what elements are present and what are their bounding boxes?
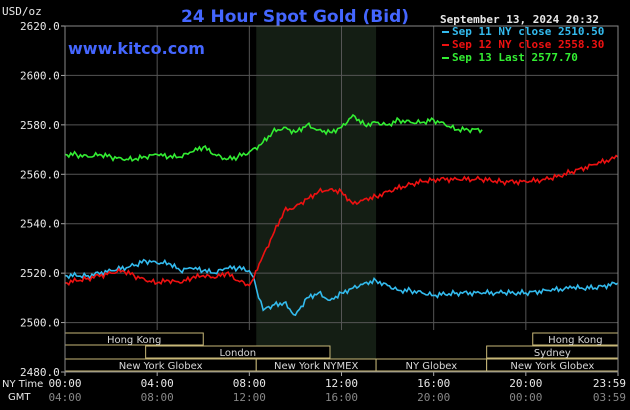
session-label: Sydney xyxy=(534,348,571,359)
unit-label: USD/oz xyxy=(2,5,42,18)
y-tick-label: 2600.0 xyxy=(20,69,60,82)
grid-lines xyxy=(65,26,618,330)
legend-entry: Sep 11 NY close 2510.50 xyxy=(452,25,604,38)
y-tick-label: 2540.0 xyxy=(20,218,60,231)
legend-entry: Sep 13 Last 2577.70 xyxy=(452,51,578,64)
series-line xyxy=(64,154,619,287)
y-tick-label: 2560.0 xyxy=(20,168,60,181)
session-label: Hong Kong xyxy=(107,335,161,346)
timestamp: September 13, 2024 20:32 xyxy=(440,13,599,26)
market-sessions: Hong Kong Hong Kong London Sydney New York G… xyxy=(64,332,619,372)
x-tick-label-gmt: 12:00 xyxy=(233,391,266,404)
nymex-session-highlight xyxy=(256,26,377,372)
session-label: New York Globex xyxy=(119,361,203,372)
x-tick-label-gmt: 04:00 xyxy=(48,391,81,404)
session-label: New York NYMEX xyxy=(274,361,359,372)
y-tick-label: 2520.0 xyxy=(20,267,60,280)
x-tick-label-ny: 04:00 xyxy=(141,377,174,390)
x-tick-label-ny: 16:00 xyxy=(417,377,450,390)
y-tick-label: 2480.0 xyxy=(20,366,60,379)
chart-title: 24 Hour Spot Gold (Bid) xyxy=(181,7,409,27)
session-label: Hong Kong xyxy=(548,335,602,346)
series-line xyxy=(64,258,619,317)
session-box xyxy=(145,345,331,359)
x-tick-label-ny: 08:00 xyxy=(233,377,266,390)
series-lines xyxy=(64,113,619,317)
x-tick-label-gmt: 20:00 xyxy=(417,391,450,404)
series-line xyxy=(64,113,483,162)
x-tick-label-ny: 12:00 xyxy=(325,377,358,390)
session-label: NY Globex xyxy=(406,361,458,372)
legend-entry: Sep 12 NY close 2558.30 xyxy=(452,38,604,51)
y-tick-label: 2580.0 xyxy=(20,119,60,132)
x-tick-label-gmt: 16:00 xyxy=(325,391,358,404)
session-label: New York Globex xyxy=(510,361,594,372)
x-tick-label-ny: 23:59 xyxy=(593,377,626,390)
x-tick-label-ny: 20:00 xyxy=(509,377,542,390)
x-tick-label-gmt: 08:00 xyxy=(141,391,174,404)
x-tick-label-gmt: 00:00 xyxy=(509,391,542,404)
y-axis: 2620.0 2600.0 2580.0 2560.0 2540.0 2520.0 2500… xyxy=(20,20,65,379)
y-tick-label: 2500.0 xyxy=(20,317,60,330)
x-tick-label-ny: 00:00 xyxy=(48,377,81,390)
site-url: www.kitco.com xyxy=(68,39,205,58)
x-axis-label-ny: NY Time xyxy=(2,379,43,390)
x-axis-label-gmt: GMT xyxy=(8,392,31,403)
plot-border xyxy=(64,25,619,373)
x-tick-label-gmt: 03:59 xyxy=(593,391,626,404)
session-label: London xyxy=(219,348,256,359)
x-axis: NY TimeGMT00:0004:0004:0008:0008:0012:00… xyxy=(2,372,626,404)
y-tick-label: 2620.0 xyxy=(20,20,60,33)
